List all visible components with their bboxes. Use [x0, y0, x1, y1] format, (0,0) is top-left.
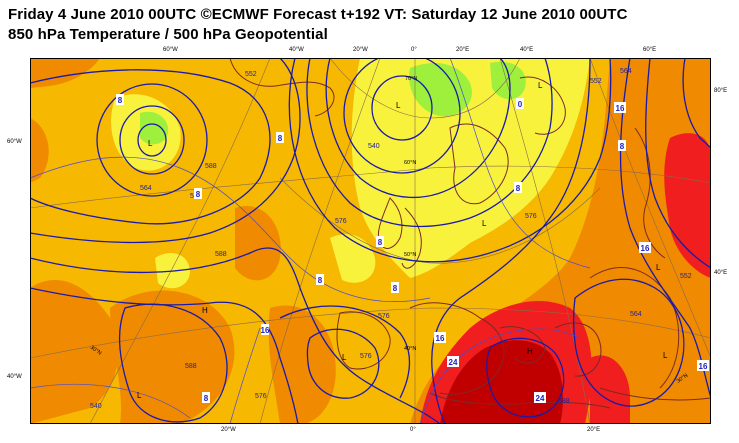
- temperature-label: 16: [699, 362, 708, 371]
- geopotential-label: 552: [245, 71, 257, 78]
- latitude-label: 40°N: [404, 346, 416, 352]
- frame-label-bottom: 20°E: [587, 427, 601, 433]
- low-pressure-centre: L: [148, 139, 153, 148]
- geopotential-label: 564: [140, 185, 152, 192]
- frame-label-left: 60°W: [7, 139, 22, 145]
- geopotential-label: 576: [360, 353, 372, 360]
- temperature-labels: 16 8 8 0 8 8 8 8 16 16 24 24 16 8 8 16 8: [116, 94, 709, 403]
- temperature-label: 24: [449, 358, 458, 367]
- frame-label-bottom: 20°W: [221, 427, 236, 433]
- temperature-label: 8: [204, 394, 209, 403]
- temperature-label: 8: [378, 238, 383, 247]
- map-frame: [30, 58, 711, 424]
- frame-label-top: 0°: [411, 47, 417, 53]
- frame-label-top: 40°E: [520, 47, 534, 53]
- temperature-label: 8: [620, 142, 625, 151]
- temperature-label: 8: [393, 284, 398, 293]
- low-pressure-centre: L: [663, 351, 668, 360]
- weather-map-canvas: 552 564 576 588 576 540 552 564 576 588 …: [30, 58, 711, 424]
- frame-label-top: 60°E: [643, 47, 657, 53]
- latitude-label: 30°N: [89, 345, 103, 357]
- geopotential-label: 540: [368, 143, 380, 150]
- low-pressure-centre: L: [396, 101, 401, 110]
- low-pressure-centre: L: [538, 81, 543, 90]
- geopotential-label: 552: [590, 78, 602, 85]
- geopotential-label: 588: [558, 398, 570, 405]
- frame-label-top: 20°E: [456, 47, 470, 53]
- geopotential-label: 540: [90, 403, 102, 410]
- temperature-label: 16: [616, 104, 625, 113]
- geopotential-label: 564: [620, 68, 632, 75]
- temperature-label: 0: [518, 100, 523, 109]
- low-pressure-centre: L: [342, 353, 347, 362]
- low-pressure-centre: L: [656, 263, 661, 272]
- geopotential-label: 588: [185, 363, 197, 370]
- temperature-label: 8: [516, 184, 521, 193]
- geopotential-label: 576: [255, 393, 267, 400]
- latitude-label: 60°N: [404, 160, 416, 166]
- latitude-label: 50°N: [404, 252, 416, 258]
- temperature-label: 16: [436, 334, 445, 343]
- geopotential-label: 576: [525, 213, 537, 220]
- latitude-label: 70°N: [405, 76, 417, 82]
- coastlines: [229, 58, 711, 409]
- geopotential-label: 588: [215, 251, 227, 258]
- map-title-line1: Friday 4 June 2010 00UTC ©ECMWF Forecast…: [8, 6, 628, 23]
- frame-label-top: 20°W: [353, 47, 368, 53]
- temperature-contours: [30, 58, 591, 424]
- geopotential-label: 564: [630, 311, 642, 318]
- weather-map: 552 564 576 588 576 540 552 564 576 588 …: [30, 58, 711, 424]
- frame-label-left: 40°W: [7, 374, 22, 380]
- frame-label-top: 40°W: [289, 47, 304, 53]
- temperature-label: 8: [278, 134, 283, 143]
- map-title-line2: 850 hPa Temperature / 500 hPa Geopotenti…: [8, 26, 328, 43]
- frame-label-right: 40°E: [714, 270, 728, 276]
- temperature-label: 8: [118, 96, 123, 105]
- temperature-field-cold: [140, 61, 526, 145]
- temperature-label: 16: [641, 244, 650, 253]
- frame-label-top: 60°W: [163, 47, 178, 53]
- high-pressure-centre: H: [202, 306, 208, 315]
- low-pressure-centre: L: [482, 219, 487, 228]
- geopotential-contours: [30, 58, 711, 424]
- low-pressure-centre: L: [137, 391, 142, 400]
- geopotential-label: 576: [335, 218, 347, 225]
- geopotential-label: 588: [205, 163, 217, 170]
- temperature-label: 8: [196, 190, 201, 199]
- high-pressure-centre: H: [527, 347, 533, 356]
- temperature-label: 16: [261, 326, 270, 335]
- temperature-label: 24: [536, 394, 545, 403]
- frame-label-right: 80°E: [714, 88, 728, 94]
- latitude-label: 30°N: [676, 373, 690, 385]
- geopotential-label: 576: [378, 313, 390, 320]
- temperature-label: 8: [318, 276, 323, 285]
- frame-label-bottom: 0°: [410, 427, 416, 433]
- geopotential-label: 552: [680, 273, 692, 280]
